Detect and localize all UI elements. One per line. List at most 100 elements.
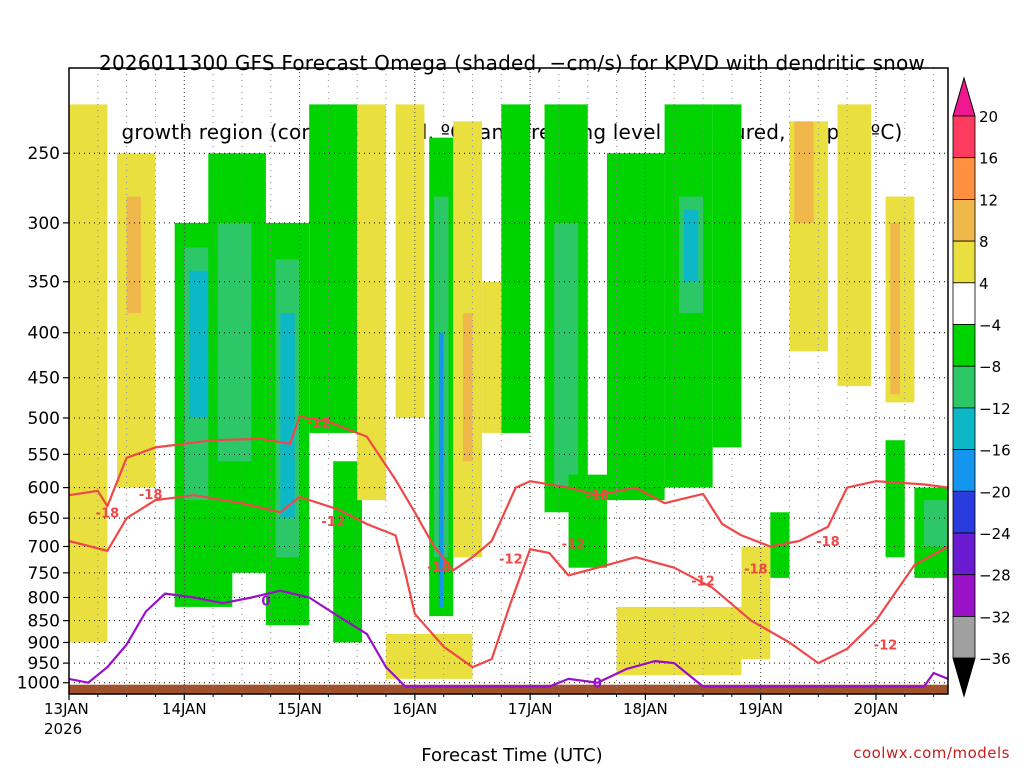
dgz-contour-label-2: -18 [139,488,163,503]
y-tick-label-550: 550 [28,445,60,465]
omega-region-26 [69,104,108,643]
y-tick-label-400: 400 [28,324,60,344]
x-tick-label-2: 15JAN [277,700,322,718]
y-tick-label-800: 800 [28,588,60,608]
omega-region-36 [794,121,814,223]
omega-region-17 [606,153,665,501]
dgz-contour-label-6: -12 [499,552,523,567]
omega-region-37 [837,104,872,387]
omega-region-30 [395,104,425,418]
colorbar-swatch-6 [952,365,976,409]
grid-layer [69,68,948,694]
omega-region-40 [386,633,473,679]
x-tick-sublabel-0: 2026 [44,720,82,738]
contour-layer: -18 -12 -18 -12 -12 -18 -12 -18 -12 -18 -18 -12 0 0 [68,415,949,692]
colorbar-swatch-9 [952,490,976,534]
x-axis-label: Forecast Time (UTC) [421,745,603,766]
omega-region-25 [923,500,948,547]
freezing-level-contour [68,589,949,688]
colorbar-bottom-arrow [952,657,976,698]
omega-region-28 [126,196,142,314]
omega-region-21 [712,104,742,448]
x-tick-label-0: 13JAN [44,700,89,718]
y-tick-label-700: 700 [28,537,60,557]
x-tick-label-4: 17JAN [508,700,553,718]
y-tick-label-450: 450 [28,369,60,389]
shading-layer [69,104,948,679]
x-tick-label-6: 19JAN [738,700,783,718]
dgz-contour-label-11: -12 [874,639,898,654]
colorbar-swatch-5 [952,324,976,367]
colorbar: 20 16 12 8 4 −4 −8 −12 −16 −20 −24 −28 −32 −36 [952,76,1011,698]
colorbar-label-2: 12 [979,191,998,209]
freezing-contour-label-0: 0 [261,594,270,609]
colorbar-swatch-3 [952,240,976,284]
colorbar-label-13: −36 [979,650,1011,668]
dgz-contour-label-9: -18 [744,563,768,578]
dgz-contour-label-0: -18 [96,506,120,521]
dgz-contour-label-10: -18 [816,535,840,550]
y-tick-label-250: 250 [28,144,60,164]
y-tick-label-950: 950 [28,654,60,674]
dgz-contour-label-4: -12 [562,538,586,553]
ground-layer [69,684,948,694]
y-tick-label-900: 900 [28,633,60,653]
freezing-contour-label-1: 0 [593,677,602,692]
dgz-contour-label-3: -12 [321,515,345,530]
colorbar-label-10: −24 [979,525,1011,543]
omega-region-15 [554,222,579,488]
colorbar-label-5: −4 [979,317,1001,335]
colorbar-swatch-2 [952,198,976,242]
y-tick-label-750: 750 [28,564,60,584]
omega-region-29 [357,104,387,501]
omega-region-13 [501,104,531,433]
colorbar-swatch-4 [952,282,976,325]
y-tick-label-650: 650 [28,509,60,529]
colorbar-label-1: 16 [979,150,998,168]
omega-region-20 [683,209,699,282]
y-tick-label-300: 300 [28,214,60,234]
omega-region-7 [280,313,295,519]
colorbar-label-0: 20 [979,108,998,126]
colorbar-label-9: −20 [979,483,1011,501]
omega-region-32 [462,313,473,462]
colorbar-label-8: −16 [979,442,1011,460]
colorbar-label-6: −8 [979,358,1001,376]
ground-surface [69,684,948,694]
colorbar-label-3: 8 [979,233,989,251]
omega-region-12 [438,332,444,607]
colorbar-swatch-11 [952,574,976,617]
y-tick-label-1000: 1000 [17,674,60,694]
colorbar-label-4: 4 [979,275,989,293]
colorbar-label-12: −32 [979,608,1011,626]
colorbar-label-11: −28 [979,567,1011,585]
omega-region-39 [890,222,900,395]
dgz-contour-label-1: -12 [307,416,331,431]
x-tick-label-7: 20JAN [854,700,899,718]
omega-region-34 [741,546,771,660]
x-tick-label-3: 16JAN [392,700,437,718]
colorbar-swatch-10 [952,532,976,576]
omega-region-41 [616,606,742,675]
dgz-contour-label-5: -18 [427,561,451,576]
dgz-contour-label-7: -18 [586,489,610,504]
colorbar-swatch-0 [952,115,976,159]
omega-region-23 [885,440,905,558]
axes-layer: 2503003504004505005506006507007508008509… [17,67,949,738]
omega-region-33 [482,281,502,433]
x-tick-label-1: 14JAN [162,700,207,718]
colorbar-swatch-12 [952,616,976,659]
colorbar-swatch-8 [952,449,976,492]
x-tick-label-5: 18JAN [623,700,668,718]
colorbar-label-7: −12 [979,400,1011,418]
dgz-contour-lower [68,494,949,669]
colorbar-swatch-1 [952,157,976,200]
credit-link[interactable]: coolwx.com/models [853,744,1010,762]
omega-region-4 [217,222,252,462]
dgz-contour-label-8: -12 [691,574,715,589]
y-tick-label-350: 350 [28,273,60,293]
plot-frame [68,67,949,695]
dgz-contour-upper [68,415,949,572]
colorbar-top-arrow [952,76,976,117]
